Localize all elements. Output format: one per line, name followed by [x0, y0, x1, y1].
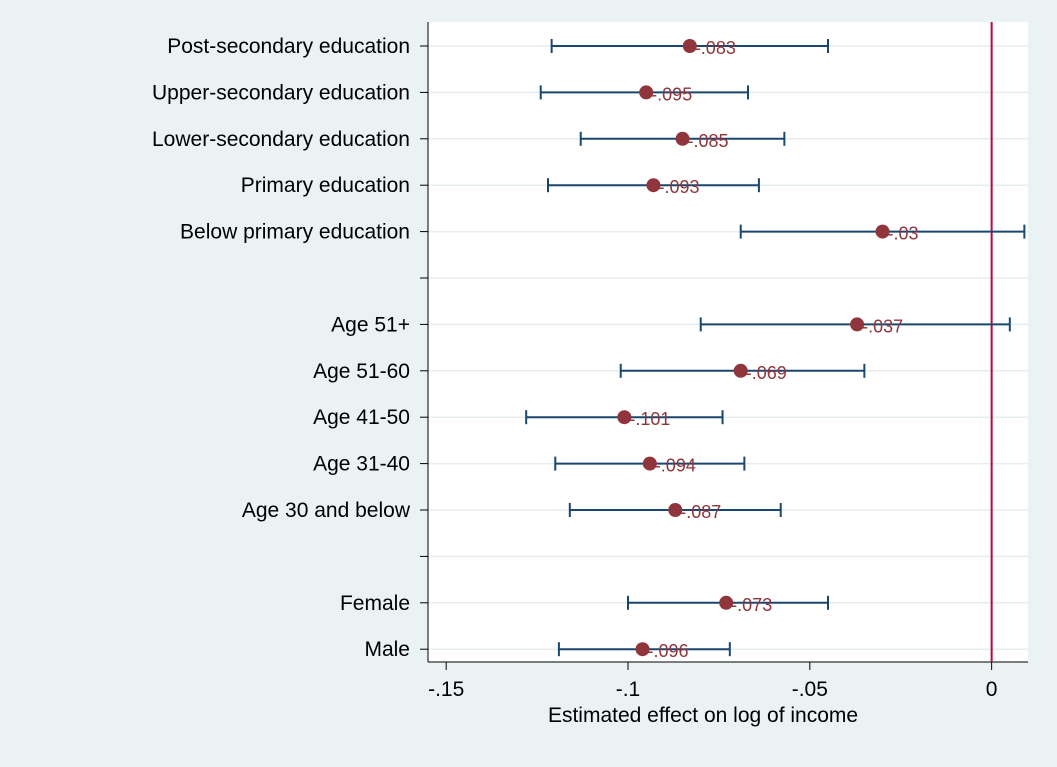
data-label: -.073: [731, 595, 772, 615]
data-label: -.069: [746, 363, 787, 383]
axes: Post-secondary education Upper-secondary …: [152, 22, 1028, 701]
point-estimate: [682, 39, 697, 53]
point-estimate: [675, 131, 690, 146]
x-tick-label: -.05: [792, 678, 828, 701]
y-tick-label: Age 30 and below: [242, 499, 411, 522]
point-estimate: [850, 317, 865, 332]
y-tick-label: Age 31-40: [313, 453, 410, 476]
data-label: -.083: [695, 38, 736, 58]
point-estimate: [617, 410, 632, 425]
data-label: -.03: [888, 224, 919, 244]
y-tick-label: Age 41-50: [313, 406, 410, 429]
point-estimate: [642, 456, 657, 471]
data-label: -.094: [655, 456, 696, 476]
data-label: -.101: [629, 409, 670, 429]
y-tick-label: Lower-secondary education: [152, 128, 410, 151]
x-tick-label: 0: [986, 678, 998, 701]
data-label: -.093: [658, 177, 699, 197]
x-tick-label: -.15: [428, 678, 464, 701]
y-tick-label: Age 51-60: [313, 360, 410, 383]
x-tick-label: -.1: [616, 678, 641, 701]
y-tick-label: Age 51+: [331, 313, 410, 336]
point-estimate: [668, 503, 683, 517]
y-tick-label: Female: [340, 592, 410, 615]
point-estimate: [875, 224, 890, 239]
y-tick-label: Male: [364, 638, 410, 661]
y-tick-label: Upper-secondary education: [152, 81, 410, 104]
data-label: -.085: [688, 131, 729, 151]
plot-area: [428, 22, 1028, 662]
data-label: -.037: [862, 316, 903, 336]
x-axis-label: Estimated effect on log of income: [548, 704, 858, 727]
point-estimate: [733, 363, 748, 378]
data-label: -.096: [648, 641, 689, 661]
point-estimate: [719, 595, 734, 610]
y-tick-label: Post-secondary education: [167, 35, 410, 58]
point-estimate: [646, 178, 661, 193]
y-tick-label: Primary education: [241, 174, 410, 197]
y-tick-label: Below primary education: [180, 221, 410, 244]
data-marks: -.083 -.095 -.085 -.093 -.03 -.037 -.069 -.101 -…: [525, 38, 1026, 661]
data-label: -.095: [651, 84, 692, 104]
data-label: -.087: [680, 502, 721, 522]
point-estimate: [635, 642, 650, 657]
point-estimate: [639, 85, 654, 100]
